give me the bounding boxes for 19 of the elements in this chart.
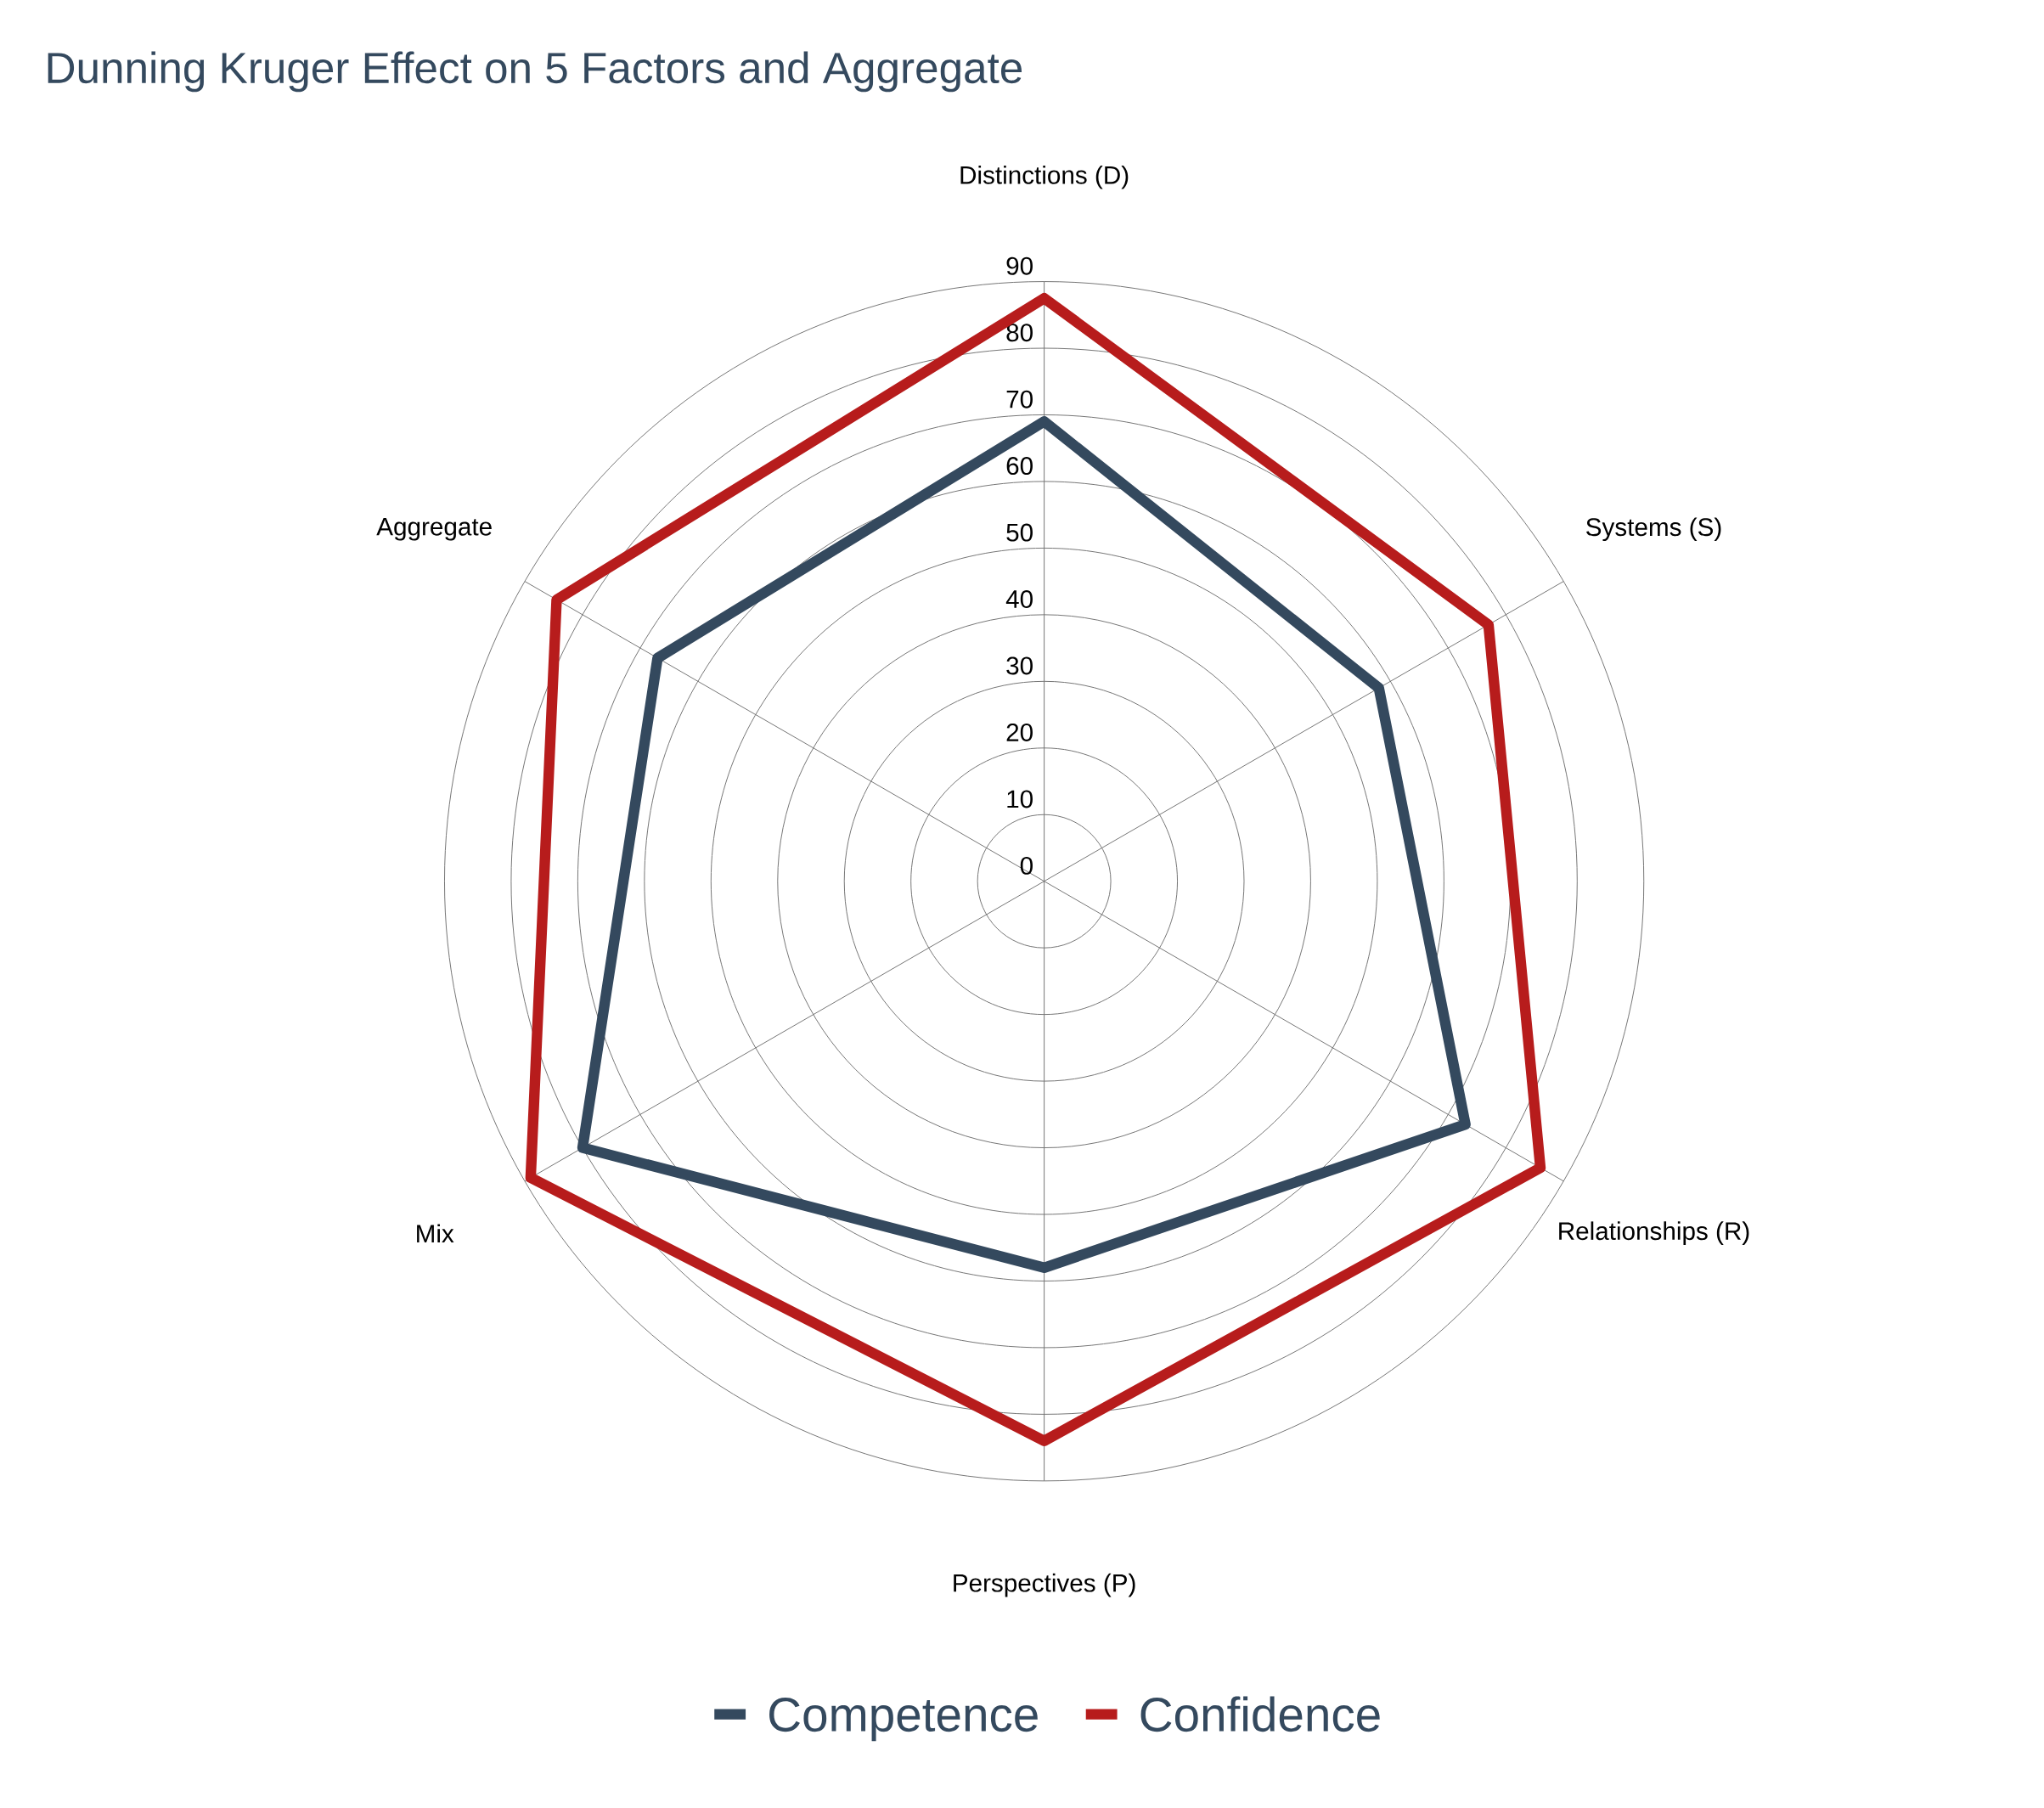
y-tick-label: 20 bbox=[1006, 723, 1033, 741]
legend-label: Confidence bbox=[1140, 1696, 1380, 1732]
spoke-label: Systems (S) bbox=[1586, 517, 1721, 541]
y-tick-label: 10 bbox=[1007, 790, 1033, 808]
spoke-label: Mix bbox=[417, 1224, 454, 1242]
y-tick-label: 80 bbox=[1006, 324, 1033, 342]
spoke-label: Distinctions (D) bbox=[960, 165, 1129, 189]
y-tick-label: 0 bbox=[1020, 856, 1033, 875]
legend-label: Competence bbox=[769, 1697, 1038, 1742]
y-tick-label: 60 bbox=[1006, 457, 1033, 476]
y-tick-label: 40 bbox=[1005, 589, 1033, 608]
y-tick-label: 90 bbox=[1006, 256, 1033, 275]
spoke-label: Relationships (R) bbox=[1559, 1221, 1749, 1245]
y-tick-label: 70 bbox=[1006, 390, 1033, 408]
spoke-label: Perspectives (P) bbox=[954, 1573, 1135, 1597]
spoke-label: Aggregate bbox=[376, 517, 492, 541]
y-tick-label: 30 bbox=[1006, 656, 1033, 675]
y-tick-label: 50 bbox=[1006, 523, 1033, 542]
chart-title: Dunning Kruger Effect on 5 Factors and Aggregate bbox=[48, 51, 1022, 93]
